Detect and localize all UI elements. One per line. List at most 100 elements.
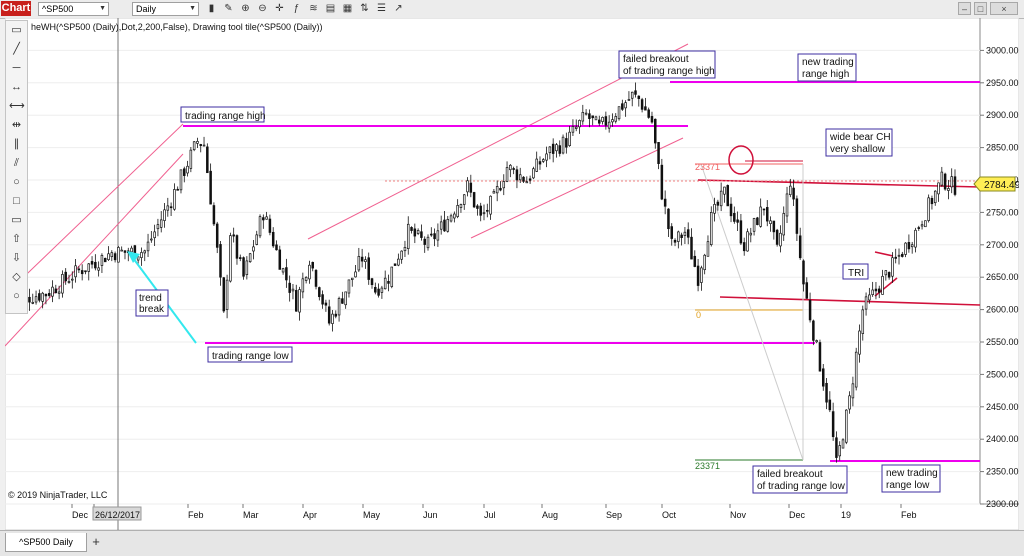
candle-body xyxy=(812,320,815,341)
candle-body xyxy=(291,288,295,292)
y-tick-label: 2850.00 xyxy=(986,143,1019,153)
candle-body xyxy=(706,241,710,257)
annotation-wide-bear-ch: wide bear CH very shallow xyxy=(825,128,893,157)
candle-body xyxy=(209,170,212,205)
chart-trader-icon[interactable]: ⇅ xyxy=(360,3,369,14)
ruler-icon[interactable]: ▭ xyxy=(11,24,22,36)
rectangle-icon[interactable]: □ xyxy=(13,195,20,207)
price-axis[interactable]: 2300.00 2350.00 2400.00 2450.00 2500.00 2550.… xyxy=(980,45,1019,509)
candle-body xyxy=(581,112,585,122)
candle-body xyxy=(423,238,426,245)
candle-body xyxy=(117,247,120,263)
y-tick-label: 2550.00 xyxy=(986,337,1019,347)
candle-body xyxy=(884,270,888,276)
x-tick-label: Dec xyxy=(72,510,89,520)
extended-line-icon[interactable]: ⇹ xyxy=(11,119,22,131)
candle-body xyxy=(542,159,545,162)
candle-body xyxy=(97,267,100,271)
time-axis[interactable]: Dec 26/12/2017 Feb Mar Apr May Jun Jul Aug Sep Oct… xyxy=(71,504,917,521)
arrow-line-icon[interactable]: ↔ xyxy=(11,81,22,93)
triangle-upper-line xyxy=(874,251,894,257)
candle-body xyxy=(374,286,377,293)
candle-body xyxy=(186,165,189,174)
diamond-icon[interactable]: ◇ xyxy=(12,271,21,283)
candle-body xyxy=(700,267,703,283)
candle-body xyxy=(456,205,459,217)
x-tick-label: Apr xyxy=(303,510,317,520)
period-value: Daily xyxy=(136,4,157,14)
candle-body xyxy=(469,182,473,193)
x-tick-label: Oct xyxy=(662,510,677,520)
candle-body xyxy=(393,263,397,266)
region-icon[interactable]: ▭ xyxy=(11,214,22,226)
svg-text:break: break xyxy=(139,304,165,315)
ray-icon[interactable]: ⟷ xyxy=(9,100,25,112)
y-tick-label: 2700.00 xyxy=(986,240,1019,250)
candle-body xyxy=(242,257,245,277)
x-tick-label: Dec xyxy=(789,510,806,520)
candle-body xyxy=(406,223,410,249)
candle-body xyxy=(41,292,44,302)
candle-body xyxy=(47,293,51,296)
candle-body xyxy=(153,231,156,239)
maximize-icon[interactable]: □ xyxy=(974,2,987,15)
trend-channel-icon[interactable]: ⫽ xyxy=(14,157,19,169)
share-icon[interactable]: ↗ xyxy=(394,3,403,14)
strategies-icon[interactable]: ≋ xyxy=(309,3,318,14)
data-box-icon[interactable]: ▦ xyxy=(342,3,353,14)
candle-body xyxy=(532,168,535,179)
dot-icon[interactable]: ○ xyxy=(13,290,20,302)
fib-bottom-label: 23371 xyxy=(695,461,720,471)
candle-body xyxy=(100,254,104,266)
crosshair-icon[interactable]: ✛ xyxy=(275,3,284,14)
fib-top-label: 23371 xyxy=(695,162,720,172)
candle-body xyxy=(759,206,762,227)
candlestick-series xyxy=(11,82,957,463)
candle-body xyxy=(44,293,48,297)
period-selector[interactable]: Daily ▼ xyxy=(132,2,199,16)
indicators-icon[interactable]: ƒ xyxy=(293,3,300,14)
candle-body xyxy=(904,242,907,255)
candle-body xyxy=(416,230,420,234)
candle-body xyxy=(594,116,598,121)
candle-body xyxy=(584,112,588,115)
minimize-icon[interactable]: – xyxy=(958,2,971,15)
candle-body xyxy=(87,263,91,272)
arrow-down-icon[interactable]: ⇩ xyxy=(11,252,22,264)
candle-body xyxy=(947,188,950,191)
instrument-selector[interactable]: ^SP500 ▼ xyxy=(38,2,109,16)
ellipse-icon[interactable]: ○ xyxy=(13,176,20,188)
channel-icon[interactable]: ∥ xyxy=(13,138,20,150)
x-tick-label: Mar xyxy=(243,510,259,520)
indicator-label: heWH(^SP500 (Daily),Dot,2,200,False), Dr… xyxy=(31,22,323,32)
svg-text:failed breakout: failed breakout xyxy=(757,469,823,480)
drawing-tool-icon[interactable]: ✎ xyxy=(224,3,233,14)
candle-body xyxy=(314,270,318,287)
y-tick-label: 3000.00 xyxy=(986,45,1019,55)
add-tab-icon[interactable]: + xyxy=(92,534,100,549)
zoom-out-icon[interactable]: ⊖ xyxy=(258,3,267,14)
candle-body xyxy=(298,289,301,313)
zoom-in-icon[interactable]: ⊕ xyxy=(241,3,250,14)
svg-text:failed breakout: failed breakout xyxy=(623,54,689,65)
candle-body xyxy=(522,176,525,182)
bar-type-icon[interactable]: ▮ xyxy=(208,3,215,14)
candle-body xyxy=(792,187,795,200)
svg-text:of trading range low: of trading range low xyxy=(757,481,846,492)
candle-body xyxy=(347,279,351,294)
arrow-up-icon[interactable]: ⇧ xyxy=(11,233,22,245)
candle-body xyxy=(775,229,779,245)
candle-body xyxy=(255,234,258,245)
line-tool-icon[interactable]: ╱ xyxy=(13,43,20,55)
tab-sp500-daily[interactable]: ^SP500 Daily xyxy=(5,533,87,552)
candle-body xyxy=(779,232,782,247)
horizontal-line-icon[interactable]: ─ xyxy=(12,62,21,74)
properties-icon[interactable]: ☰ xyxy=(377,3,386,14)
close-icon[interactable]: × xyxy=(990,2,1018,15)
candle-body xyxy=(854,351,858,388)
chart-menu-button[interactable]: Chart xyxy=(1,1,31,16)
candle-body xyxy=(502,181,506,189)
template-icon[interactable]: ▤ xyxy=(325,3,336,14)
candle-body xyxy=(400,250,403,260)
price-chart[interactable]: trading range high trend break trading r… xyxy=(5,18,1019,530)
